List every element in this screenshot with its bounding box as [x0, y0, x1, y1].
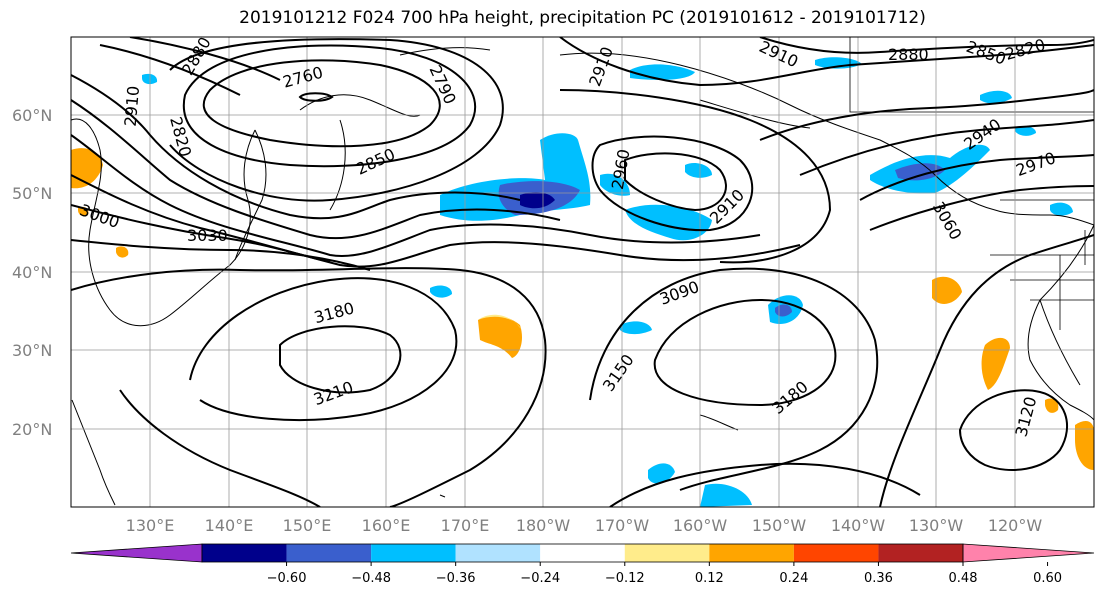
colorbar-tick-label: 0.60	[1033, 571, 1062, 586]
colorbar-segment	[202, 544, 287, 562]
colorbar: −0.60 −0.48 −0.36 −0.24 −0.12 0.12 0.24 0.36 0.4…	[70, 543, 1095, 586]
colorbar-tick-label: −0.36	[436, 571, 476, 586]
borders	[849, 37, 1094, 330]
colorbar-segment	[793, 544, 879, 562]
contour-label: 2910	[121, 85, 143, 127]
contour-label: 2880	[888, 45, 929, 64]
colorbar-outline	[201, 543, 964, 563]
map-title: 2019101212 F024 700 hPa height, precipit…	[239, 8, 926, 28]
lon-label: 130°W	[909, 516, 964, 535]
lon-label: 150°E	[283, 516, 332, 535]
lon-label: 160°W	[673, 516, 728, 535]
graticule	[71, 37, 1094, 507]
height-contours	[71, 37, 1094, 507]
lat-label: 50°N	[12, 184, 52, 203]
lon-label: 170°W	[595, 516, 650, 535]
colorbar-segment	[540, 544, 625, 562]
longitude-labels: 130°E 140°E 150°E 160°E 170°E 180°W 170°…	[126, 516, 1043, 535]
lon-label: 140°W	[831, 516, 886, 535]
lon-label: 130°E	[126, 516, 175, 535]
colorbar-segment	[371, 544, 456, 562]
lon-label: 170°E	[441, 516, 490, 535]
colorbar-segment	[286, 544, 372, 562]
colorbar-tick-label: 0.48	[949, 571, 978, 586]
colorbar-tick-label: −0.12	[605, 571, 645, 586]
lat-label: 40°N	[12, 263, 52, 282]
colorbar-tick-label: 0.12	[695, 571, 724, 586]
lat-label: 20°N	[12, 420, 52, 439]
lon-label: 180°W	[516, 516, 571, 535]
colorbar-tick-label: −0.24	[520, 571, 560, 586]
colorbar-segment	[709, 544, 794, 562]
precip-positive-shading	[71, 148, 1094, 470]
map-frame	[70, 36, 1095, 508]
colorbar-extend-high	[962, 543, 1095, 563]
lat-label: 60°N	[12, 106, 52, 125]
colorbar-tick-label: 0.24	[779, 571, 808, 586]
lon-label: 140°E	[205, 516, 254, 535]
precip-negative-shading	[142, 57, 1073, 507]
lon-label: 150°W	[752, 516, 807, 535]
lat-label: 30°N	[12, 341, 52, 360]
latitude-labels: 60°N 50°N 40°N 30°N 20°N	[12, 106, 52, 439]
colorbar-tick-label: −0.60	[267, 571, 307, 586]
lon-label: 120°W	[988, 516, 1043, 535]
colorbar-segment	[455, 544, 541, 562]
colorbar-segment	[878, 544, 963, 562]
colorbar-segment	[624, 544, 710, 562]
contour-label: 3030	[187, 226, 228, 245]
colorbar-tick-label: 0.36	[864, 571, 893, 586]
colorbar-tick-label: −0.48	[351, 571, 391, 586]
lon-label: 160°E	[362, 516, 411, 535]
colorbar-extend-low	[70, 543, 203, 563]
